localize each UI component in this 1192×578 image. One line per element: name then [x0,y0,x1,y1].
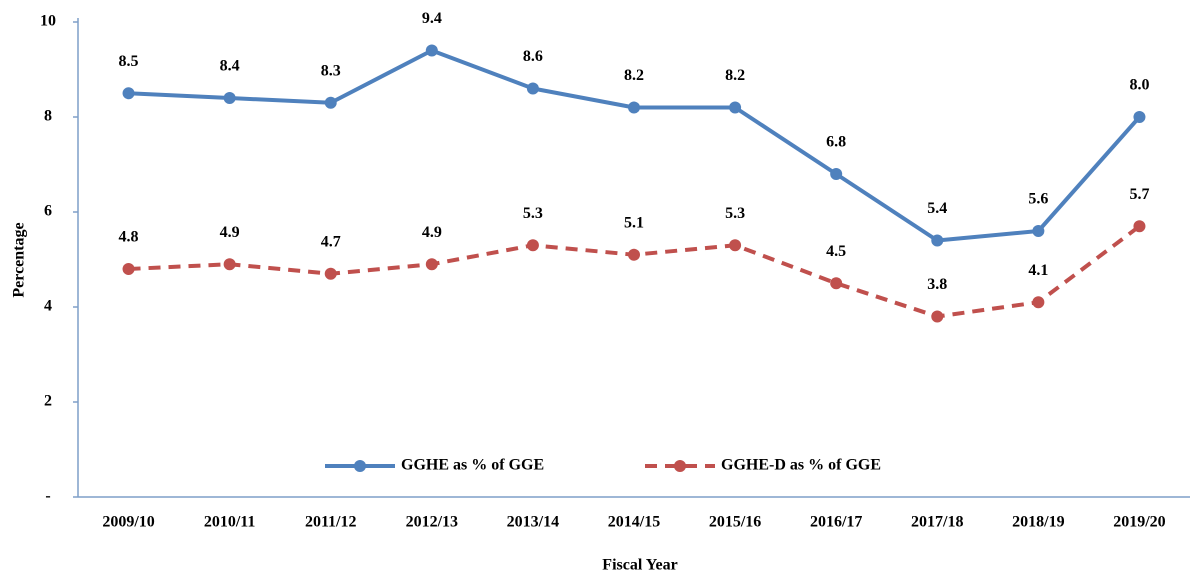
point [1133,111,1146,123]
data-label: 8.2 [725,67,745,84]
point [729,239,742,252]
data-label: 8.0 [1129,77,1149,94]
point [628,248,640,261]
x-tick-label: 2009/10 [102,514,154,531]
data-label: 5.7 [1129,186,1149,203]
x-tick-label: 2016/17 [810,514,862,531]
data-label: 4.1 [1028,262,1048,279]
legend-label: GGHE-D as % of GGE [721,457,881,474]
data-label: 5.6 [1028,191,1048,208]
data-label: 4.7 [321,233,341,250]
data-label: 6.8 [826,134,846,151]
point [223,92,236,104]
data-label: 8.4 [220,58,240,75]
point [425,258,438,271]
data-label: 5.1 [624,214,644,231]
point [830,168,843,180]
point [729,101,742,114]
data-label: 8.5 [119,53,139,70]
x-tick-label: 2014/15 [608,514,660,531]
point [1032,296,1045,309]
point [425,44,438,57]
point [122,263,135,275]
x-tick-label: 2015/16 [709,514,761,531]
data-label: 4.9 [220,224,240,241]
point [223,258,236,271]
data-label: 3.8 [927,276,947,293]
data-label: 8.2 [624,67,644,84]
point [1032,225,1045,237]
point [324,96,337,109]
y-tick-label: 10 [40,13,56,30]
legend-marker [354,460,366,472]
y-tick-label: 6 [44,203,52,220]
point [830,277,843,290]
data-label: 4.9 [422,224,442,241]
x-tick-label: 2017/18 [911,514,963,531]
data-label: 8.3 [321,62,341,79]
data-label: 4.5 [826,243,846,260]
y-tick-label: 8 [44,108,52,125]
data-label: 5.4 [927,200,947,217]
legend-marker [674,460,686,472]
x-tick-label: 2012/13 [406,514,458,531]
x-tick-label: 2013/14 [507,514,559,531]
x-tick-label: 2019/20 [1113,514,1165,531]
data-label: 8.6 [523,48,543,65]
point [526,239,539,252]
data-label: 9.4 [422,10,442,27]
x-tick-label: 2018/19 [1012,514,1064,531]
y-axis-title: Percentage [11,222,28,297]
data-label: 5.3 [523,205,543,222]
point [931,310,944,323]
x-axis-title: Fiscal Year [602,557,677,574]
point [628,101,640,114]
data-label: 4.8 [119,229,139,246]
point [931,234,944,247]
y-tick-label: - [45,488,50,505]
point [1133,220,1146,233]
y-tick-label: 4 [44,298,52,315]
point [122,87,135,100]
x-tick-label: 2010/11 [204,514,256,531]
y-tick-label: 2 [44,393,52,410]
point [324,267,337,280]
point [526,82,539,95]
x-tick-label: 2011/12 [305,514,357,531]
data-label: 5.3 [725,205,745,222]
legend-label: GGHE as % of GGE [401,457,544,474]
series-line [128,224,1141,319]
